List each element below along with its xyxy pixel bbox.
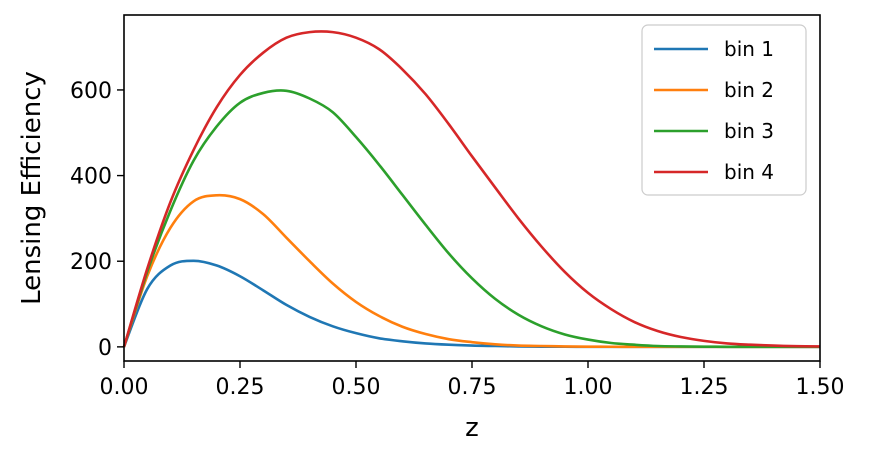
x-tick-label: 0.50 [332,375,381,400]
x-tick-label: 0.25 [216,375,265,400]
legend-label-bin-3: bin 3 [724,119,774,143]
legend: bin 1 bin 2 bin 3 bin 4 [641,24,807,196]
series-lines [122,30,821,349]
series-line-bin-3 [122,89,820,349]
x-tick-label: 1.50 [796,375,845,400]
series-line-bin-1 [122,259,820,349]
y-tick-label: 200 [70,250,112,275]
legend-label-bin-1: bin 1 [724,37,774,61]
legend-box [641,24,807,196]
x-tick-label: 0.75 [448,375,497,400]
x-tick-label: 0.00 [100,375,149,400]
x-axis-label: z [465,413,479,443]
x-axis-ticks: 0.00 0.25 0.50 0.75 1.00 1.25 1.50 [100,361,845,400]
x-tick-label: 1.00 [564,375,613,400]
legend-label-bin-2: bin 2 [724,78,774,102]
y-tick-label: 600 [70,79,112,104]
x-tick-label: 1.25 [680,375,729,400]
y-tick-label: 400 [70,165,112,190]
y-axis-ticks: 0 200 400 600 [70,79,124,361]
y-axis-label: Lensing Efficiency [17,71,47,305]
series-line-bin-4 [122,30,821,348]
legend-label-bin-4: bin 4 [724,160,774,184]
y-tick-label: 0 [98,336,112,361]
